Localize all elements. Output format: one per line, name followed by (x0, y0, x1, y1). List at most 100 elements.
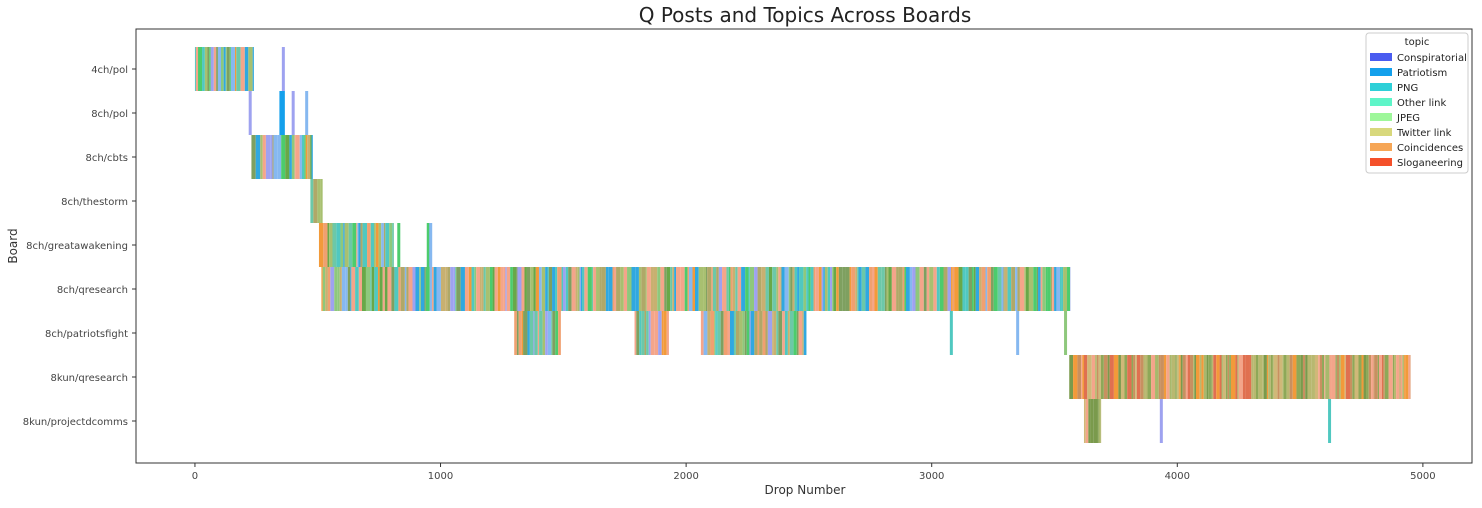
topic-stripe (1371, 355, 1374, 399)
topic-stripe (1087, 355, 1091, 399)
topic-stripe (1336, 355, 1337, 399)
topic-stripe (662, 311, 664, 355)
topic-stripe (1274, 355, 1278, 399)
topic-stripe (715, 311, 716, 355)
topic-stripe (221, 47, 224, 91)
topic-stripe (1278, 355, 1280, 399)
topic-stripe (639, 311, 641, 355)
topic-stripe (799, 311, 803, 355)
topic-stripe (555, 267, 557, 311)
topic-stripe (823, 267, 825, 311)
topic-stripe (1308, 355, 1312, 399)
topic-stripe (776, 267, 778, 311)
x-axis-label: Drop Number (765, 483, 846, 497)
legend-swatch (1370, 53, 1392, 61)
topic-stripe (722, 267, 726, 311)
topic-stripe (991, 267, 994, 311)
topic-stripe (1375, 355, 1378, 399)
topic-stripe (456, 267, 460, 311)
topic-stripe (555, 311, 558, 355)
topic-stripe (982, 267, 986, 311)
topic-stripe (588, 267, 592, 311)
topic-stripe (1200, 355, 1202, 399)
topic-stripe (869, 267, 872, 311)
topic-stripe (822, 267, 824, 311)
topic-stripe (413, 267, 416, 311)
topic-stripe (718, 311, 721, 355)
topic-stripe (332, 223, 336, 267)
topic-stripe (202, 47, 205, 91)
topic-stripe (263, 135, 266, 179)
drop-mark (292, 91, 295, 135)
topic-stripe (836, 267, 839, 311)
topic-stripe (1293, 355, 1297, 399)
topic-stripe (719, 267, 722, 311)
topic-stripe (424, 267, 425, 311)
topic-stripe (342, 267, 345, 311)
topic-stripe (461, 267, 465, 311)
topic-stripe (227, 47, 230, 91)
legend-swatch (1370, 83, 1392, 91)
topic-stripe (664, 267, 667, 311)
topic-stripe (1303, 355, 1305, 399)
topic-stripe (415, 267, 419, 311)
topic-stripe (766, 267, 769, 311)
topic-stripe (1077, 355, 1081, 399)
topic-stripe (360, 223, 362, 267)
topic-stripe (328, 267, 330, 311)
topic-stripe (920, 267, 924, 311)
topic-stripe (340, 267, 342, 311)
drop-mark (429, 223, 432, 267)
topic-stripe (707, 311, 710, 355)
topic-stripe (1097, 399, 1099, 443)
topic-stripe (1267, 355, 1268, 399)
topic-stripe (450, 267, 453, 311)
topic-stripe (281, 135, 285, 179)
topic-stripe (1017, 267, 1020, 311)
topic-stripe (763, 311, 766, 355)
topic-stripe (799, 267, 803, 311)
topic-stripe (1160, 355, 1164, 399)
topic-stripe (759, 311, 763, 355)
topic-stripe (501, 267, 504, 311)
topic-stripe (295, 135, 296, 179)
topic-stripe (334, 267, 338, 311)
topic-stripe (296, 135, 300, 179)
topic-stripe (1318, 355, 1320, 399)
topic-stripe (1011, 267, 1015, 311)
topic-stripe (1047, 267, 1050, 311)
topic-stripe (441, 267, 445, 311)
topic-stripe (1037, 267, 1038, 311)
topic-stripe (523, 311, 527, 355)
topic-stripe (374, 267, 378, 311)
topic-stripe (865, 267, 869, 311)
topic-stripe (211, 47, 214, 91)
topic-stripe (385, 267, 388, 311)
topic-stripe (734, 311, 736, 355)
topic-stripe (689, 267, 693, 311)
topic-stripe (321, 267, 322, 311)
topic-stripe (563, 267, 566, 311)
legend-title: topic (1405, 37, 1430, 48)
topic-stripe (776, 311, 778, 355)
topic-stripe (1385, 355, 1389, 399)
topic-stripe (507, 267, 510, 311)
topic-stripe (1001, 267, 1003, 311)
topic-stripe (340, 223, 343, 267)
topic-stripe (357, 223, 358, 267)
legend-label: Patriotism (1397, 68, 1447, 79)
legend-label: PNG (1397, 83, 1418, 94)
topic-stripe (1159, 355, 1161, 399)
topic-stripe (1132, 355, 1134, 399)
topic-stripe (1399, 355, 1400, 399)
drop-mark (249, 91, 252, 135)
topic-stripe (680, 267, 684, 311)
topic-stripe (548, 267, 549, 311)
topic-stripe (951, 267, 953, 311)
topic-stripe (1061, 267, 1063, 311)
topic-stripe (859, 267, 862, 311)
topic-stripe (1400, 355, 1402, 399)
topic-stripe (454, 267, 456, 311)
topic-stripe (1091, 399, 1093, 443)
